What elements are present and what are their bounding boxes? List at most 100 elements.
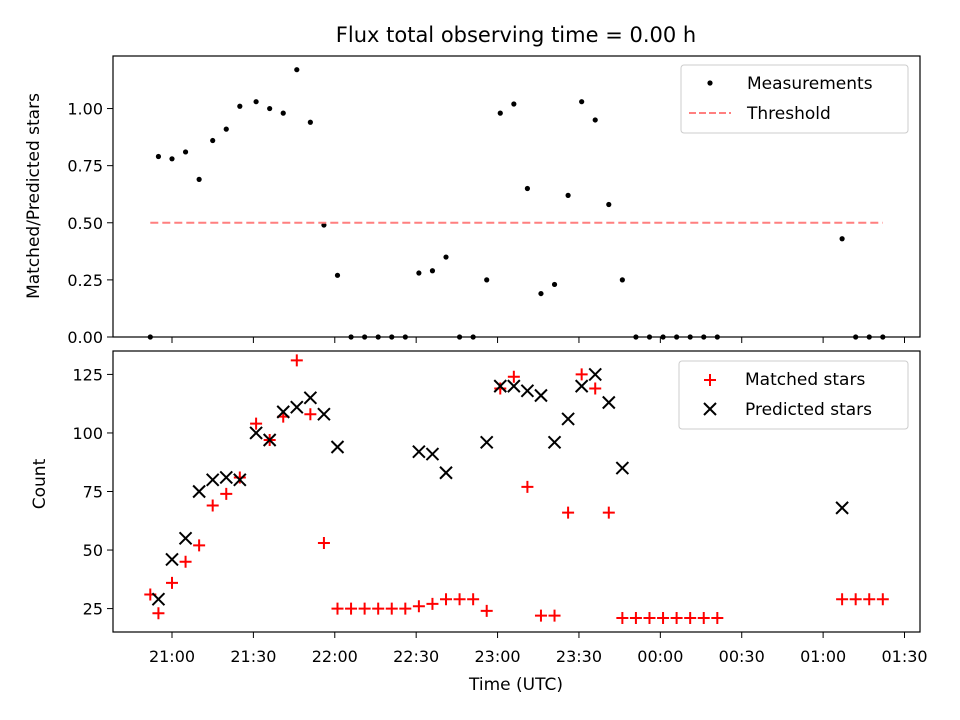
matched-stars-point <box>206 499 219 512</box>
predicted-stars-point <box>165 552 179 567</box>
matched-stars-point <box>849 593 862 606</box>
measurement-point <box>223 126 229 132</box>
matched-stars-point <box>575 368 588 381</box>
matched-stars-point <box>863 593 876 606</box>
predicted-stars-point <box>602 395 616 410</box>
measurement-point <box>416 270 422 276</box>
matched-stars-point <box>440 593 453 606</box>
measurement-point <box>182 149 189 155</box>
measurement-point <box>294 67 300 73</box>
bottom-y-tick-label: 75 <box>83 483 103 502</box>
matched-stars-point <box>250 417 263 430</box>
matched-stars-point <box>345 602 358 615</box>
x-tick-label: 22:00 <box>312 647 358 666</box>
matched-stars-point <box>494 382 507 395</box>
matched-stars-point <box>220 487 233 500</box>
measurement-point <box>253 99 259 105</box>
matched-stars-point <box>412 600 425 613</box>
matched-stars-point <box>548 609 561 622</box>
predicted-stars-point <box>249 426 263 440</box>
top-axes-frame <box>112 55 921 338</box>
measurement-point <box>307 119 313 125</box>
measurement-point <box>267 105 273 112</box>
predicted-stars-point <box>574 379 589 393</box>
legend-matched-label: Matched stars <box>745 370 865 390</box>
predicted-stars-point <box>561 412 575 426</box>
x-tick-label: 21:00 <box>149 647 195 666</box>
matched-stars-point <box>358 602 371 615</box>
predicted-stars-point <box>547 435 562 450</box>
predicted-stars-point <box>835 501 849 515</box>
matched-stars-point <box>521 480 534 493</box>
measurement-point <box>592 117 598 123</box>
matched-stars-point <box>657 611 670 624</box>
predicted-stars-point <box>480 435 494 450</box>
bottom-legend-box <box>678 360 909 430</box>
matched-stars-point <box>629 611 642 624</box>
measurement-point <box>565 192 571 198</box>
x-tick-label: 23:00 <box>475 647 521 666</box>
legend-measurements-label: Measurements <box>747 74 873 94</box>
matched-stars-point <box>193 539 206 552</box>
x-axis-label: Time (UTC) <box>468 675 563 695</box>
predicted-stars-point <box>534 388 548 403</box>
top-y-tick-label: 0.75 <box>67 157 103 176</box>
predicted-stars-point <box>520 384 535 398</box>
predicted-stars-point <box>276 405 290 419</box>
measurement-point <box>524 185 531 192</box>
matched-stars-point <box>331 602 344 615</box>
matched-stars-point <box>711 611 724 624</box>
predicted-stars-point <box>425 447 440 461</box>
predicted-stars-point <box>205 473 220 487</box>
bottom-y-tick-label: 50 <box>83 541 103 560</box>
predicted-stars-point <box>439 466 453 480</box>
top-y-tick-label: 0.00 <box>67 328 103 347</box>
top-legend-box <box>680 64 909 134</box>
top-legend: Measurements Threshold <box>680 64 909 134</box>
matched-stars-point <box>602 506 615 519</box>
measurement-point <box>280 110 286 116</box>
matched-stars-point <box>166 576 178 589</box>
predicted-stars-point <box>588 367 602 382</box>
measurement-point <box>511 101 517 107</box>
matched-stars-point <box>385 602 398 615</box>
measurement-point <box>619 277 625 283</box>
matched-stars-point <box>697 611 710 624</box>
matched-stars-point <box>480 604 493 617</box>
legend-threshold-label: Threshold <box>746 104 831 124</box>
measurement-point <box>334 272 341 278</box>
measurement-point <box>429 268 436 274</box>
matched-stars-point <box>179 555 192 568</box>
predicted-stars-point <box>262 433 277 447</box>
x-tick-label: 00:30 <box>719 647 765 666</box>
predicted-stars-point <box>412 444 426 459</box>
top-plot-area: 0.00 0.25 0.50 0.75 1.00 <box>67 67 906 347</box>
measurement-point <box>155 153 162 160</box>
bottom-plot-area: 25 50 75 100 125 21:00 21:30 22:00 22:30 23:00 23:… <box>72 354 928 666</box>
matched-stars-point <box>643 611 656 624</box>
matched-stars-point <box>616 611 629 624</box>
measurement-point <box>210 137 216 144</box>
measurement-point <box>538 290 544 297</box>
bottom-y-tick-label: 25 <box>83 600 103 619</box>
legend-matched-marker <box>704 374 716 386</box>
measurement-point <box>484 277 490 283</box>
matched-stars-point <box>589 382 602 395</box>
matched-stars-point <box>876 593 889 606</box>
predicted-stars-point <box>233 473 247 487</box>
measurement-point <box>497 110 503 116</box>
x-tick-label: 22:30 <box>393 647 439 666</box>
matched-stars-point <box>453 593 466 606</box>
x-tick-label: 01:00 <box>800 647 846 666</box>
legend-predicted-label: Predicted stars <box>745 400 872 420</box>
predicted-stars-point <box>151 592 166 606</box>
top-chart-title: Flux total observing time = 0.00 h <box>336 23 696 47</box>
bottom-y-axis-label: Count <box>30 458 50 509</box>
measurement-point <box>443 254 449 260</box>
bottom-axes-frame <box>112 350 921 633</box>
predicted-stars-point <box>219 470 233 485</box>
predicted-stars-point <box>290 400 304 414</box>
predicted-stars-point <box>192 484 206 499</box>
matched-stars-point <box>684 611 697 624</box>
